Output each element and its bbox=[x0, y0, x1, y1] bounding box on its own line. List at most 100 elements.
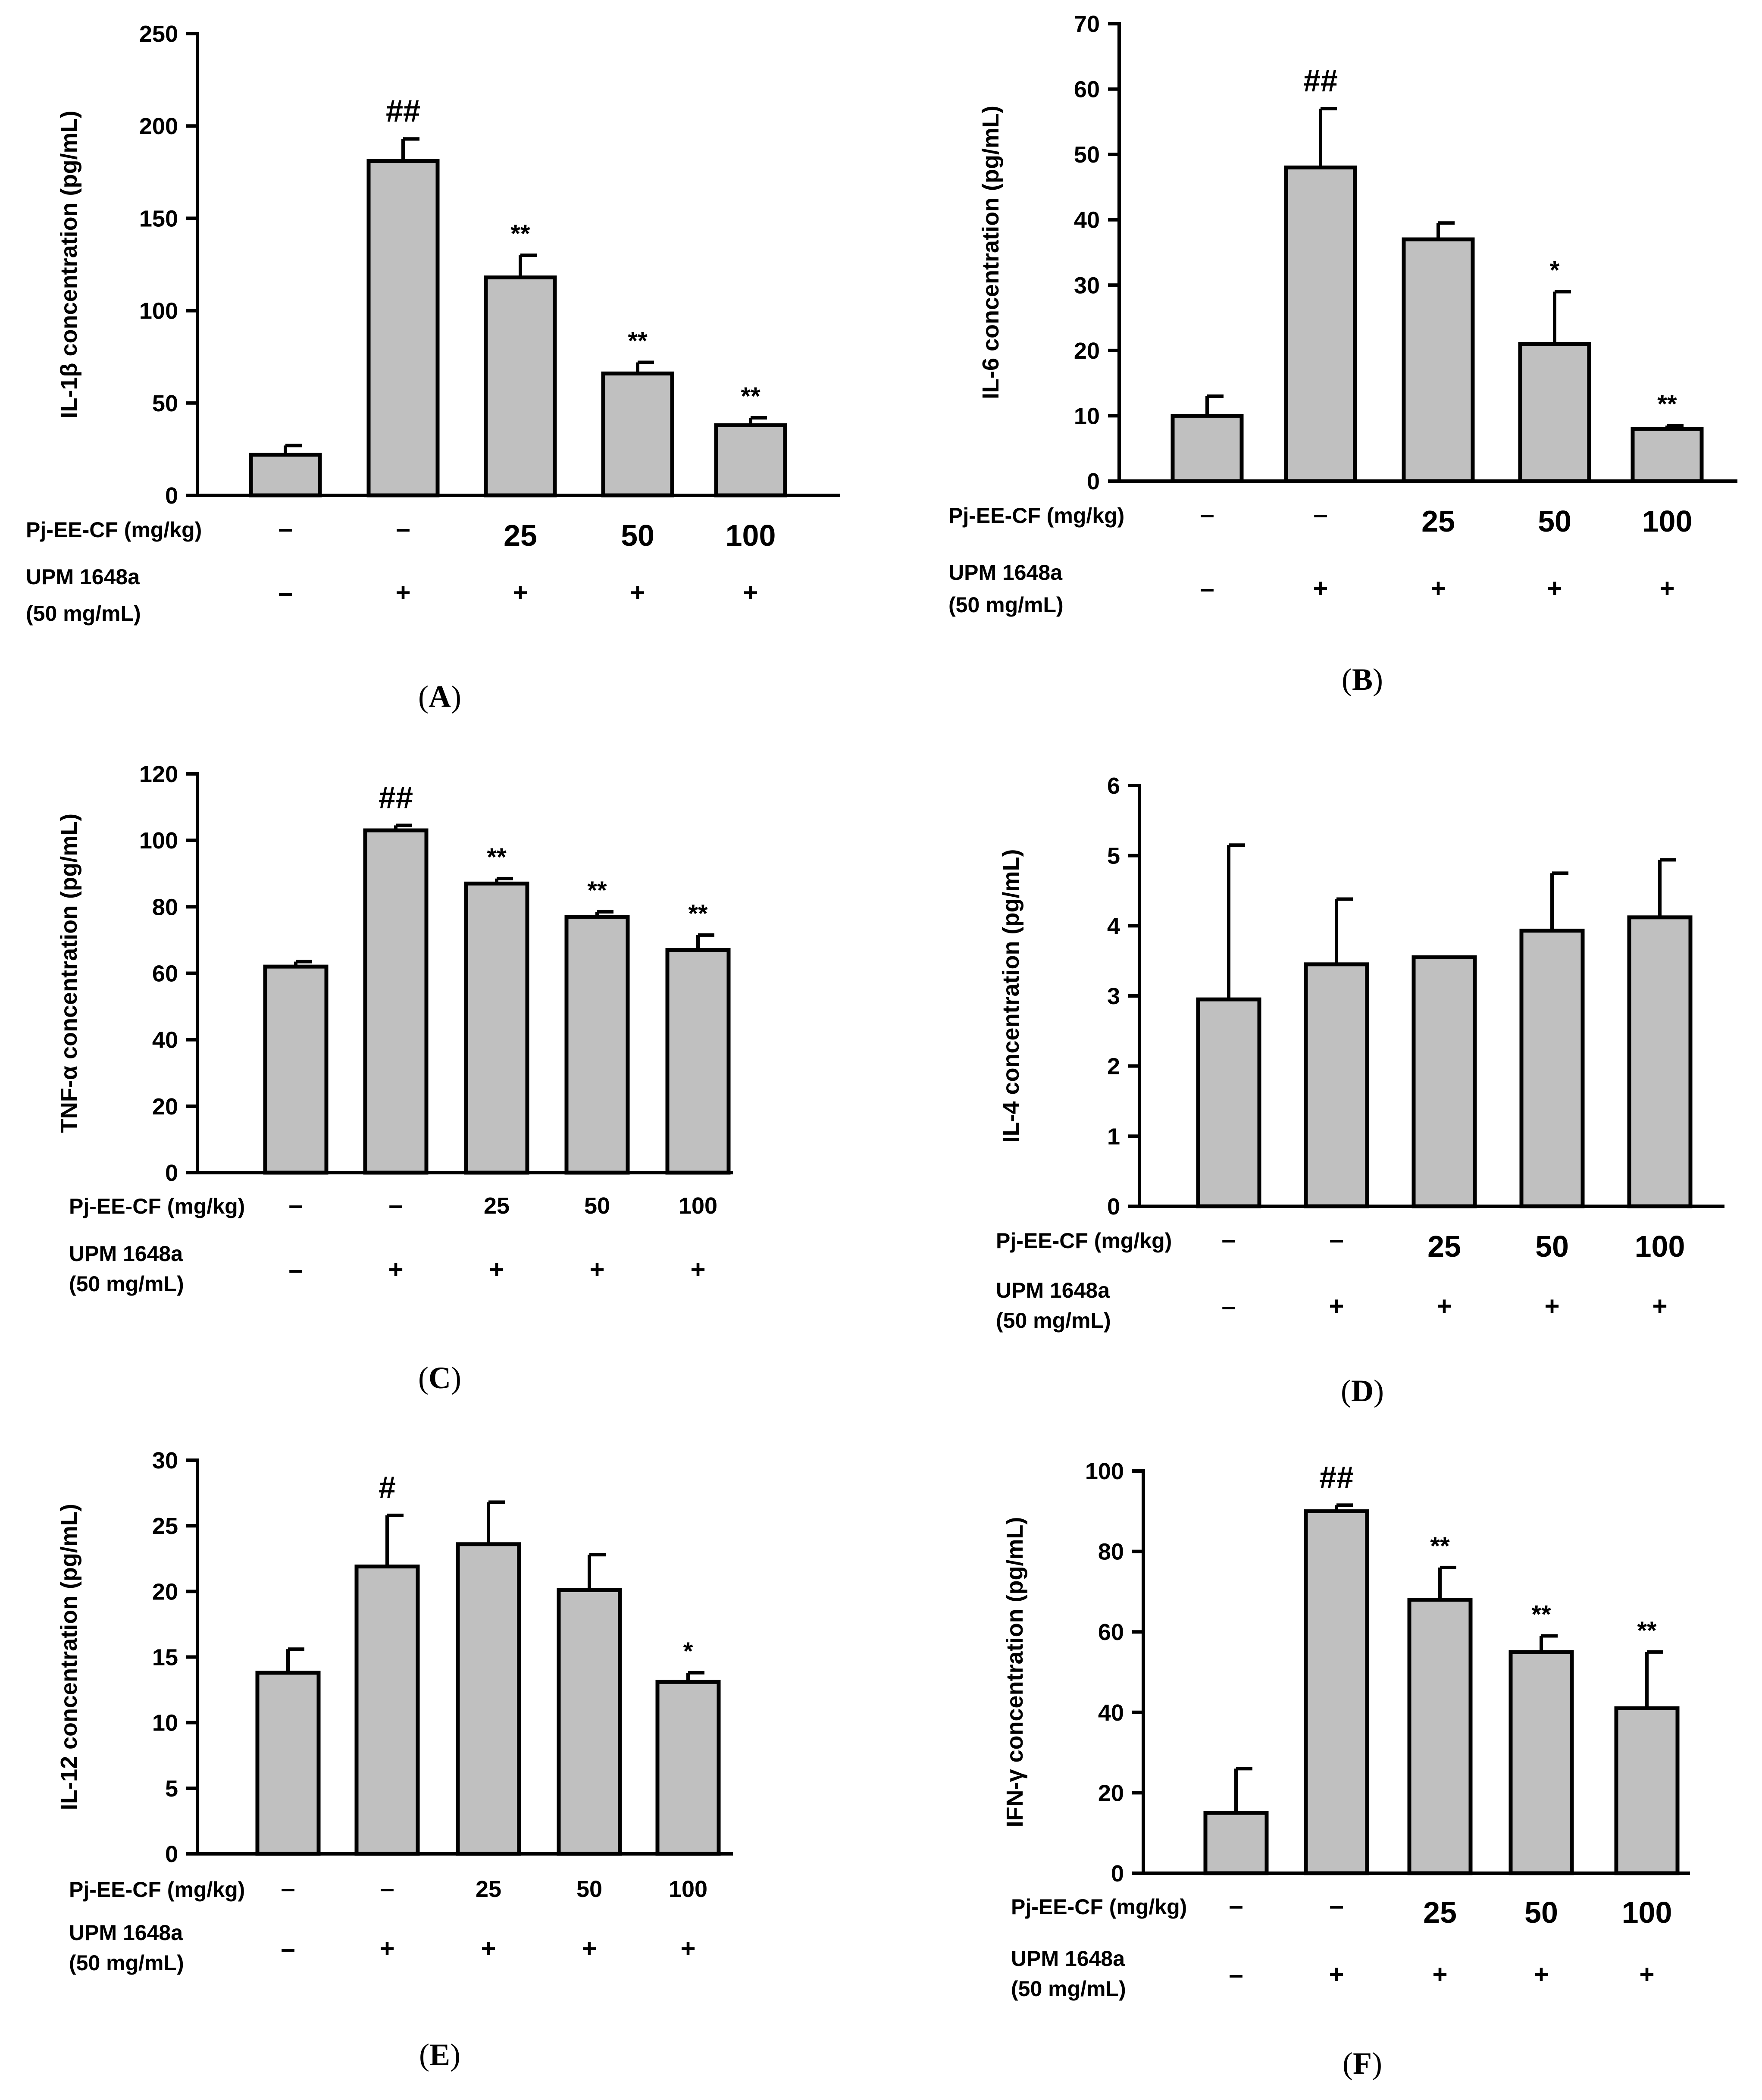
bar-a-4 bbox=[714, 423, 787, 498]
y-tick-label-d-1: 1 bbox=[1107, 1124, 1120, 1149]
strain-value-b-3: + bbox=[1547, 574, 1562, 603]
y-axis-title-e: IL-12 concentration (pg/mL) bbox=[56, 1504, 82, 1810]
y-axis-title-f: IFN-γ concentration (pg/mL) bbox=[1002, 1517, 1028, 1828]
dose-value-d-1: – bbox=[1329, 1225, 1343, 1254]
dose-value-c-4: 100 bbox=[679, 1193, 717, 1219]
panel-f: 0 20 40 60 80 100 IFN-γ concentration (pg/mL) #… bbox=[1002, 1458, 1690, 2081]
bar-d-3 bbox=[1519, 929, 1585, 1208]
y-tick-label-e-1: 5 bbox=[165, 1776, 178, 1802]
y-tick-label-d-4: 4 bbox=[1107, 913, 1120, 939]
significance-mark-a-2: ** bbox=[510, 220, 530, 248]
strain-row-sublabel-f: (50 mg/mL) bbox=[1011, 1977, 1126, 2001]
strain-value-d-0: – bbox=[1221, 1292, 1236, 1321]
strain-value-a-1: + bbox=[395, 578, 410, 607]
y-tick-label-d-5: 5 bbox=[1107, 843, 1120, 869]
y-axis-title-c: TNF-α concentration (pg/mL) bbox=[56, 814, 82, 1133]
dose-value-b-4: 100 bbox=[1642, 504, 1693, 538]
strain-value-b-1: + bbox=[1313, 574, 1328, 603]
dose-value-e-2: 25 bbox=[476, 1876, 501, 1902]
dose-value-e-4: 100 bbox=[669, 1876, 707, 1902]
y-tick-label-a-2: 100 bbox=[139, 298, 178, 324]
y-tick-label-b-0: 0 bbox=[1087, 469, 1100, 494]
y-tick-label-e-2: 10 bbox=[152, 1710, 178, 1736]
significance-mark-f-1: ## bbox=[1319, 1460, 1354, 1495]
y-tick-label-a-0: 0 bbox=[165, 483, 178, 509]
panel-caption-d: (D) bbox=[1341, 1374, 1384, 1408]
bar-e-3 bbox=[557, 1588, 622, 1856]
strain-row-sublabel-c: (50 mg/mL) bbox=[69, 1272, 184, 1296]
bar-b-3 bbox=[1518, 342, 1591, 483]
strain-value-c-4: + bbox=[690, 1255, 705, 1284]
y-tick-label-c-4: 80 bbox=[152, 894, 178, 920]
strain-row-label-c: UPM 1648a bbox=[69, 1242, 183, 1266]
bar-c-1 bbox=[363, 828, 429, 1175]
panel-c: 0 20 40 60 80 100 120 TNF-α concentration (pg/m… bbox=[56, 761, 733, 1395]
strain-value-f-0: – bbox=[1229, 1960, 1243, 1989]
bar-d-4 bbox=[1627, 915, 1693, 1208]
bar-c-4 bbox=[665, 948, 731, 1175]
y-tick-label-e-6: 30 bbox=[152, 1448, 178, 1474]
significance-mark-a-3: ** bbox=[628, 327, 648, 355]
strain-value-a-3: + bbox=[630, 578, 645, 607]
dose-value-f-4: 100 bbox=[1622, 1896, 1672, 1929]
panel-caption-e: (E) bbox=[419, 2037, 460, 2072]
dose-value-b-2: 25 bbox=[1421, 504, 1455, 538]
bar-b-1 bbox=[1284, 165, 1357, 483]
strain-value-a-4: + bbox=[743, 578, 758, 607]
y-tick-label-c-2: 40 bbox=[152, 1027, 178, 1053]
significance-mark-f-4: ** bbox=[1637, 1617, 1657, 1645]
y-axis-title-b: IL-6 concentration (pg/mL) bbox=[978, 106, 1004, 399]
strain-row-label-f: UPM 1648a bbox=[1011, 1947, 1125, 1971]
strain-value-e-1: + bbox=[379, 1934, 394, 1963]
strain-row-sublabel-b: (50 mg/mL) bbox=[948, 593, 1064, 617]
y-tick-label-b-2: 20 bbox=[1074, 338, 1100, 364]
dose-value-a-2: 25 bbox=[504, 519, 537, 552]
y-tick-label-d-3: 3 bbox=[1107, 983, 1120, 1009]
y-tick-label-a-5: 250 bbox=[139, 21, 178, 47]
strain-row-label-a: UPM 1648a bbox=[26, 565, 140, 589]
y-tick-label-d-0: 0 bbox=[1107, 1194, 1120, 1220]
dose-value-e-3: 50 bbox=[576, 1876, 602, 1902]
dose-row-label-a: Pj-EE-CF (mg/kg) bbox=[26, 518, 202, 542]
dose-value-b-0: – bbox=[1200, 500, 1214, 529]
y-tick-label-a-1: 50 bbox=[152, 391, 178, 416]
bar-e-4 bbox=[655, 1680, 721, 1856]
y-tick-label-d-6: 6 bbox=[1107, 773, 1120, 799]
panel-caption-c: (C) bbox=[418, 1361, 461, 1395]
panel-d: 0 1 2 3 4 5 6 IL-4 concentration (pg/mL) Pj-EE-C… bbox=[996, 773, 1724, 1408]
strain-value-d-2: + bbox=[1437, 1292, 1452, 1321]
dose-value-c-2: 25 bbox=[484, 1193, 510, 1219]
bar-f-2 bbox=[1407, 1598, 1473, 1875]
bar-b-4 bbox=[1631, 427, 1704, 483]
y-tick-label-b-7: 70 bbox=[1074, 11, 1100, 37]
strain-value-d-3: + bbox=[1544, 1292, 1559, 1321]
bar-d-2 bbox=[1411, 955, 1477, 1208]
significance-mark-f-3: ** bbox=[1531, 1601, 1551, 1629]
strain-value-d-4: + bbox=[1652, 1292, 1667, 1321]
bar-d-0 bbox=[1196, 997, 1261, 1208]
dose-row-label-b: Pj-EE-CF (mg/kg) bbox=[948, 504, 1124, 528]
bar-c-0 bbox=[263, 964, 329, 1175]
significance-mark-a-1: ## bbox=[386, 94, 420, 128]
strain-value-c-1: + bbox=[388, 1255, 403, 1284]
bar-e-2 bbox=[456, 1542, 521, 1856]
strain-value-f-2: + bbox=[1432, 1960, 1447, 1989]
y-tick-label-a-4: 200 bbox=[139, 113, 178, 139]
significance-mark-f-2: ** bbox=[1430, 1532, 1450, 1560]
significance-mark-a-4: ** bbox=[741, 382, 761, 410]
dose-value-b-1: – bbox=[1313, 500, 1327, 529]
significance-mark-c-3: ** bbox=[587, 876, 607, 904]
y-tick-label-c-5: 100 bbox=[139, 828, 178, 854]
bar-f-4 bbox=[1614, 1706, 1680, 1875]
panel-e: 0 5 10 15 20 25 30 IL-12 concentration (pg/mL) #… bbox=[56, 1448, 733, 2072]
y-tick-label-e-5: 25 bbox=[152, 1513, 178, 1539]
dose-value-d-0: – bbox=[1221, 1225, 1236, 1254]
y-tick-label-f-4: 80 bbox=[1098, 1539, 1124, 1565]
strain-value-b-2: + bbox=[1430, 574, 1446, 603]
strain-row-sublabel-d: (50 mg/mL) bbox=[996, 1308, 1111, 1333]
strain-value-c-0: – bbox=[288, 1255, 303, 1284]
strain-value-c-3: + bbox=[589, 1255, 604, 1284]
y-tick-label-f-3: 60 bbox=[1098, 1619, 1124, 1645]
dose-value-f-3: 50 bbox=[1524, 1896, 1558, 1929]
